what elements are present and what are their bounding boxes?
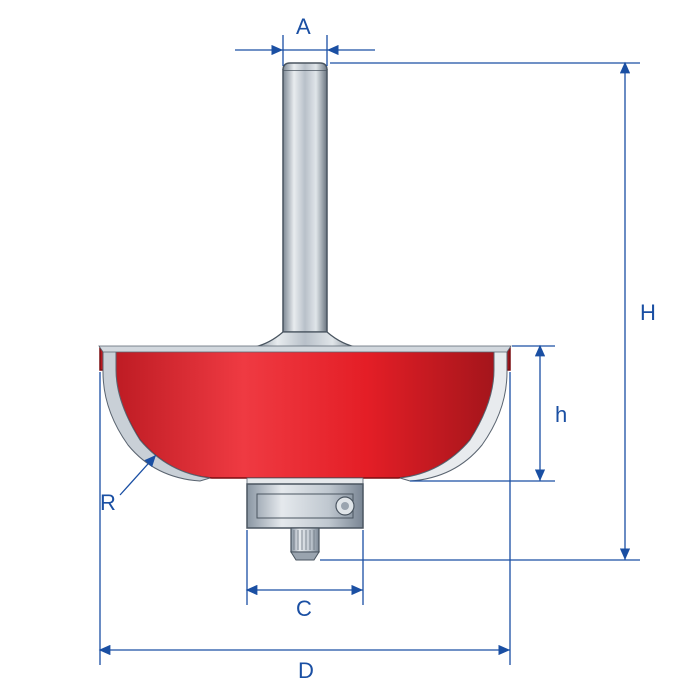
shank	[250, 63, 360, 348]
label-h: h	[555, 402, 567, 428]
label-C: C	[296, 596, 312, 622]
router-bit-drawing	[0, 0, 700, 700]
label-A: A	[296, 14, 311, 40]
spacer	[247, 478, 363, 484]
diagram-canvas: A H h D C R	[0, 0, 700, 700]
label-R: R	[100, 490, 116, 516]
bearing	[247, 484, 363, 560]
label-D: D	[298, 658, 314, 684]
label-H: H	[640, 300, 656, 326]
cutter-body	[100, 348, 510, 478]
